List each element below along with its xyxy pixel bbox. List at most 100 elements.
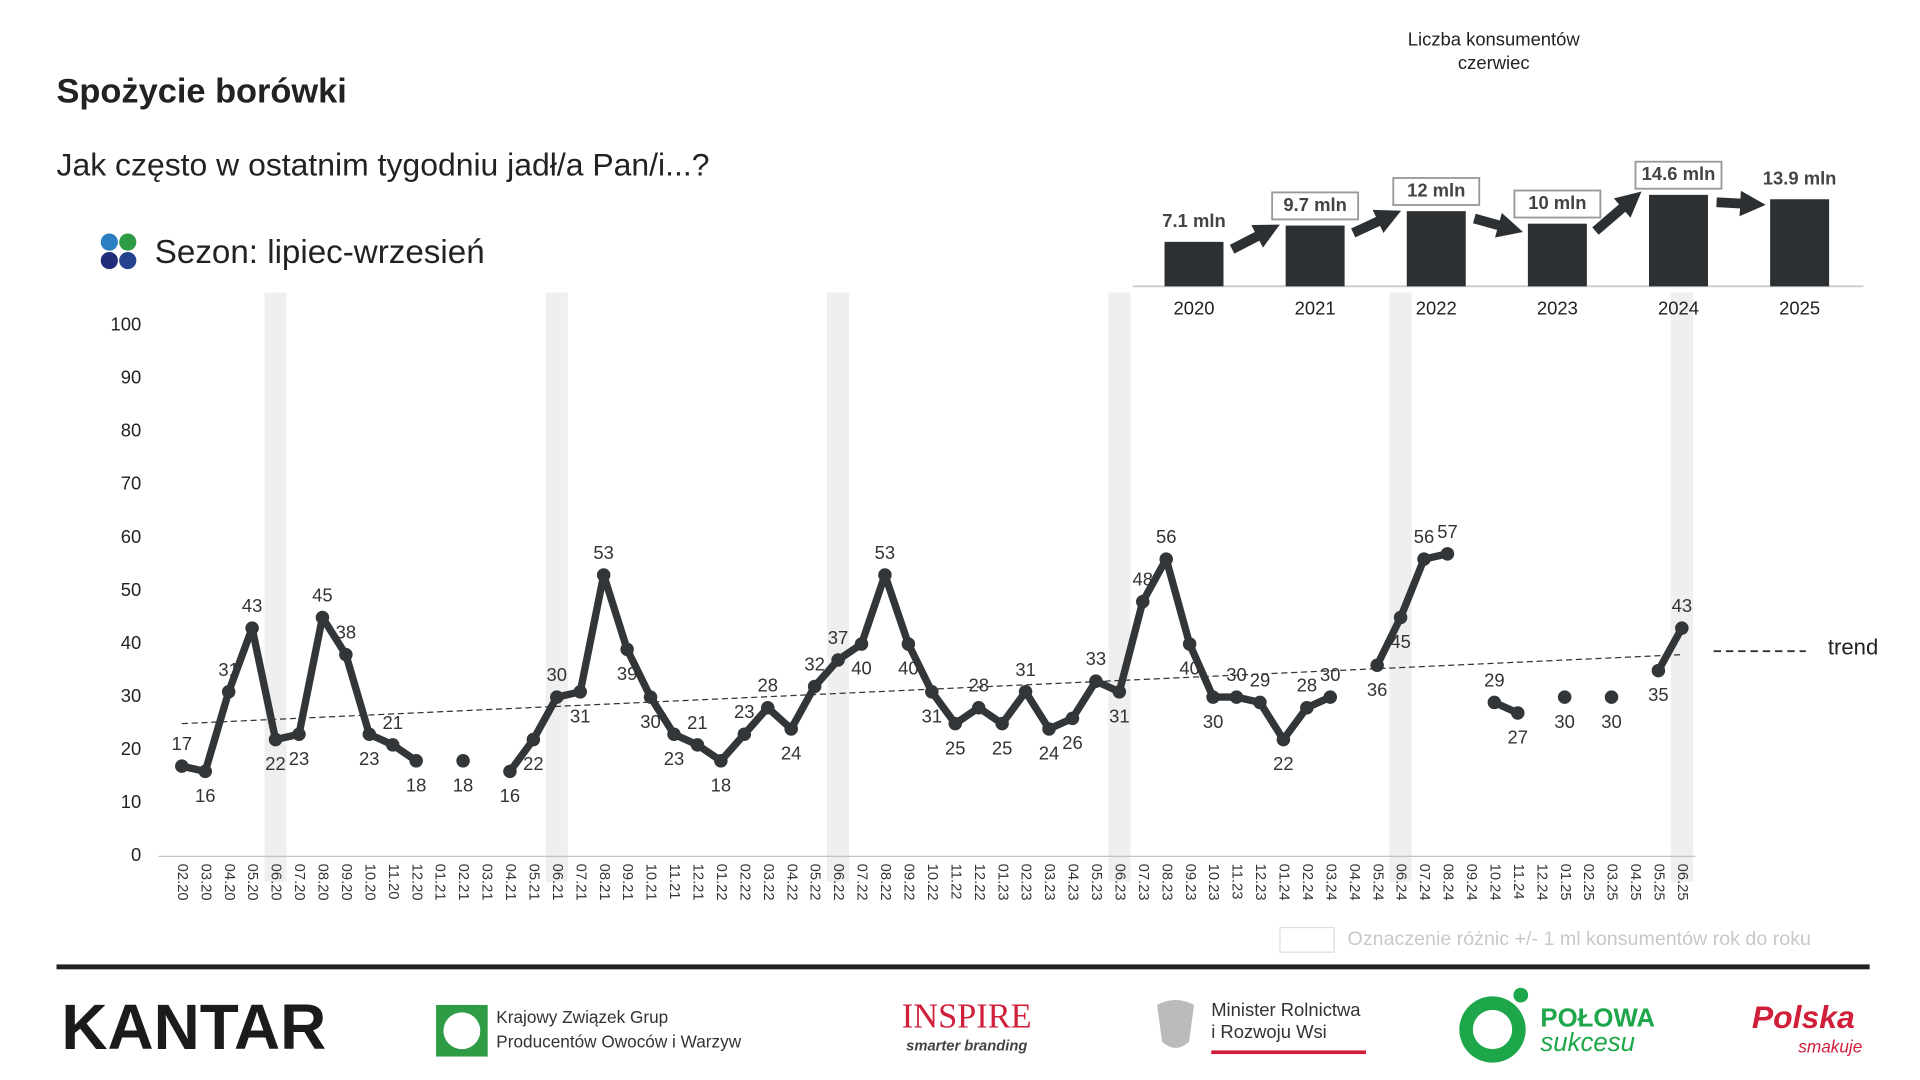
data-label: 30 xyxy=(640,711,660,732)
highlight-band xyxy=(827,292,850,883)
point xyxy=(175,759,189,773)
data-label: 31 xyxy=(218,659,238,680)
point xyxy=(620,642,634,657)
x-tick-label: 06.21 xyxy=(549,864,565,901)
x-tick-label: 03.23 xyxy=(1041,864,1057,901)
data-label: 21 xyxy=(383,712,403,733)
data-label: 21 xyxy=(687,712,707,733)
value-label: 7.1 mln xyxy=(1162,210,1225,231)
point xyxy=(1417,552,1431,566)
point xyxy=(831,653,845,667)
x-tick-label: 2023 xyxy=(1537,298,1578,319)
y-tick-label: 10 xyxy=(121,791,141,812)
bar xyxy=(1406,211,1466,287)
x-tick-label: 06.25 xyxy=(1674,864,1690,901)
data-label: 30 xyxy=(1320,664,1340,685)
x-tick-label: 04.24 xyxy=(1346,864,1362,901)
point xyxy=(1089,674,1103,688)
data-label: 56 xyxy=(1156,526,1176,547)
x-tick-label: 03.20 xyxy=(197,864,213,901)
point xyxy=(1276,732,1291,747)
point xyxy=(339,647,353,662)
x-tick-label: 07.24 xyxy=(1416,864,1432,901)
x-tick-label: 05.22 xyxy=(807,864,823,901)
data-label: 40 xyxy=(851,658,871,679)
point xyxy=(784,722,798,736)
data-label: 56 xyxy=(1414,526,1434,547)
data-label: 18 xyxy=(406,774,426,795)
point xyxy=(1557,690,1572,704)
data-label: 36 xyxy=(1367,679,1387,700)
point xyxy=(1206,690,1220,704)
data-label: 40 xyxy=(898,658,918,679)
data-label: 17 xyxy=(172,733,192,754)
point xyxy=(1159,552,1173,566)
y-tick-label: 40 xyxy=(121,632,141,653)
polowa-icon-inner xyxy=(1472,1009,1513,1050)
point xyxy=(925,685,939,699)
data-label: 28 xyxy=(758,675,778,696)
title: Spożycie borówki xyxy=(57,73,347,111)
data-label: 16 xyxy=(500,785,520,806)
icon-dot xyxy=(100,233,118,251)
point xyxy=(995,716,1009,731)
x-tick-label: 11.20 xyxy=(385,864,401,900)
data-label: 31 xyxy=(1015,659,1035,680)
value-label: 14.6 mln xyxy=(1642,163,1716,184)
data-label: 43 xyxy=(242,595,262,616)
value-label: 13.9 mln xyxy=(1763,167,1837,188)
data-label: 29 xyxy=(1250,669,1270,690)
data-label: 40 xyxy=(1179,658,1199,679)
point xyxy=(901,637,916,651)
point xyxy=(1651,663,1666,678)
footer-rule xyxy=(56,964,1870,970)
polowa-dot xyxy=(1513,987,1529,1003)
inset-title: czerwiec xyxy=(1458,52,1530,73)
x-tick-label: 03.21 xyxy=(479,864,495,901)
x-tick-label: 01.22 xyxy=(713,864,729,901)
data-label: 22 xyxy=(265,753,285,774)
arrow xyxy=(1473,212,1524,238)
data-label: 18 xyxy=(711,774,731,795)
x-tick-label: 12.23 xyxy=(1252,864,1268,901)
trend-legend-label: trend xyxy=(1828,635,1878,660)
x-tick-label: 12.21 xyxy=(690,864,706,901)
data-label: 23 xyxy=(359,748,379,769)
x-tick-label: 2021 xyxy=(1295,298,1336,319)
polowa-logo: sukcesu xyxy=(1540,1029,1635,1057)
x-tick-label: 05.20 xyxy=(244,864,260,901)
inspire-logo: INSPIRE xyxy=(902,998,1032,1036)
minister-rule xyxy=(1211,1050,1366,1055)
data-label: 33 xyxy=(1086,648,1106,669)
point xyxy=(550,690,564,704)
data-label: 25 xyxy=(992,737,1012,758)
y-tick-label: 90 xyxy=(121,367,141,388)
data-label: 26 xyxy=(1062,732,1082,753)
data-label: 53 xyxy=(593,542,613,563)
x-tick-label: 07.22 xyxy=(854,864,870,901)
series-icon xyxy=(100,233,137,270)
subtitle: Jak często w ostatnim tygodniu jadł/a Pa… xyxy=(57,147,710,183)
data-label: 16 xyxy=(195,785,215,806)
data-label: 23 xyxy=(664,748,684,769)
eagle-icon xyxy=(1157,1000,1195,1048)
y-tick-label: 100 xyxy=(111,314,142,335)
point xyxy=(1511,706,1525,720)
point xyxy=(1370,658,1384,673)
x-tick-label: 08.23 xyxy=(1158,864,1174,901)
point xyxy=(292,727,306,742)
icon-dot xyxy=(119,233,137,251)
highlight-band xyxy=(1108,292,1131,883)
label-box xyxy=(1634,160,1723,190)
point xyxy=(1604,690,1619,704)
x-tick-label: 06.20 xyxy=(268,864,284,901)
series-legend: Sezon: lipiec-wrzesień xyxy=(155,234,485,271)
minister-logo: Minister Rolnictwa xyxy=(1211,999,1361,1020)
point xyxy=(1675,621,1689,635)
x-tick-label: 03.22 xyxy=(760,864,776,901)
point xyxy=(878,568,892,582)
minister-logo: i Rozwoju Wsi xyxy=(1211,1021,1327,1042)
data-label: 53 xyxy=(875,542,895,563)
